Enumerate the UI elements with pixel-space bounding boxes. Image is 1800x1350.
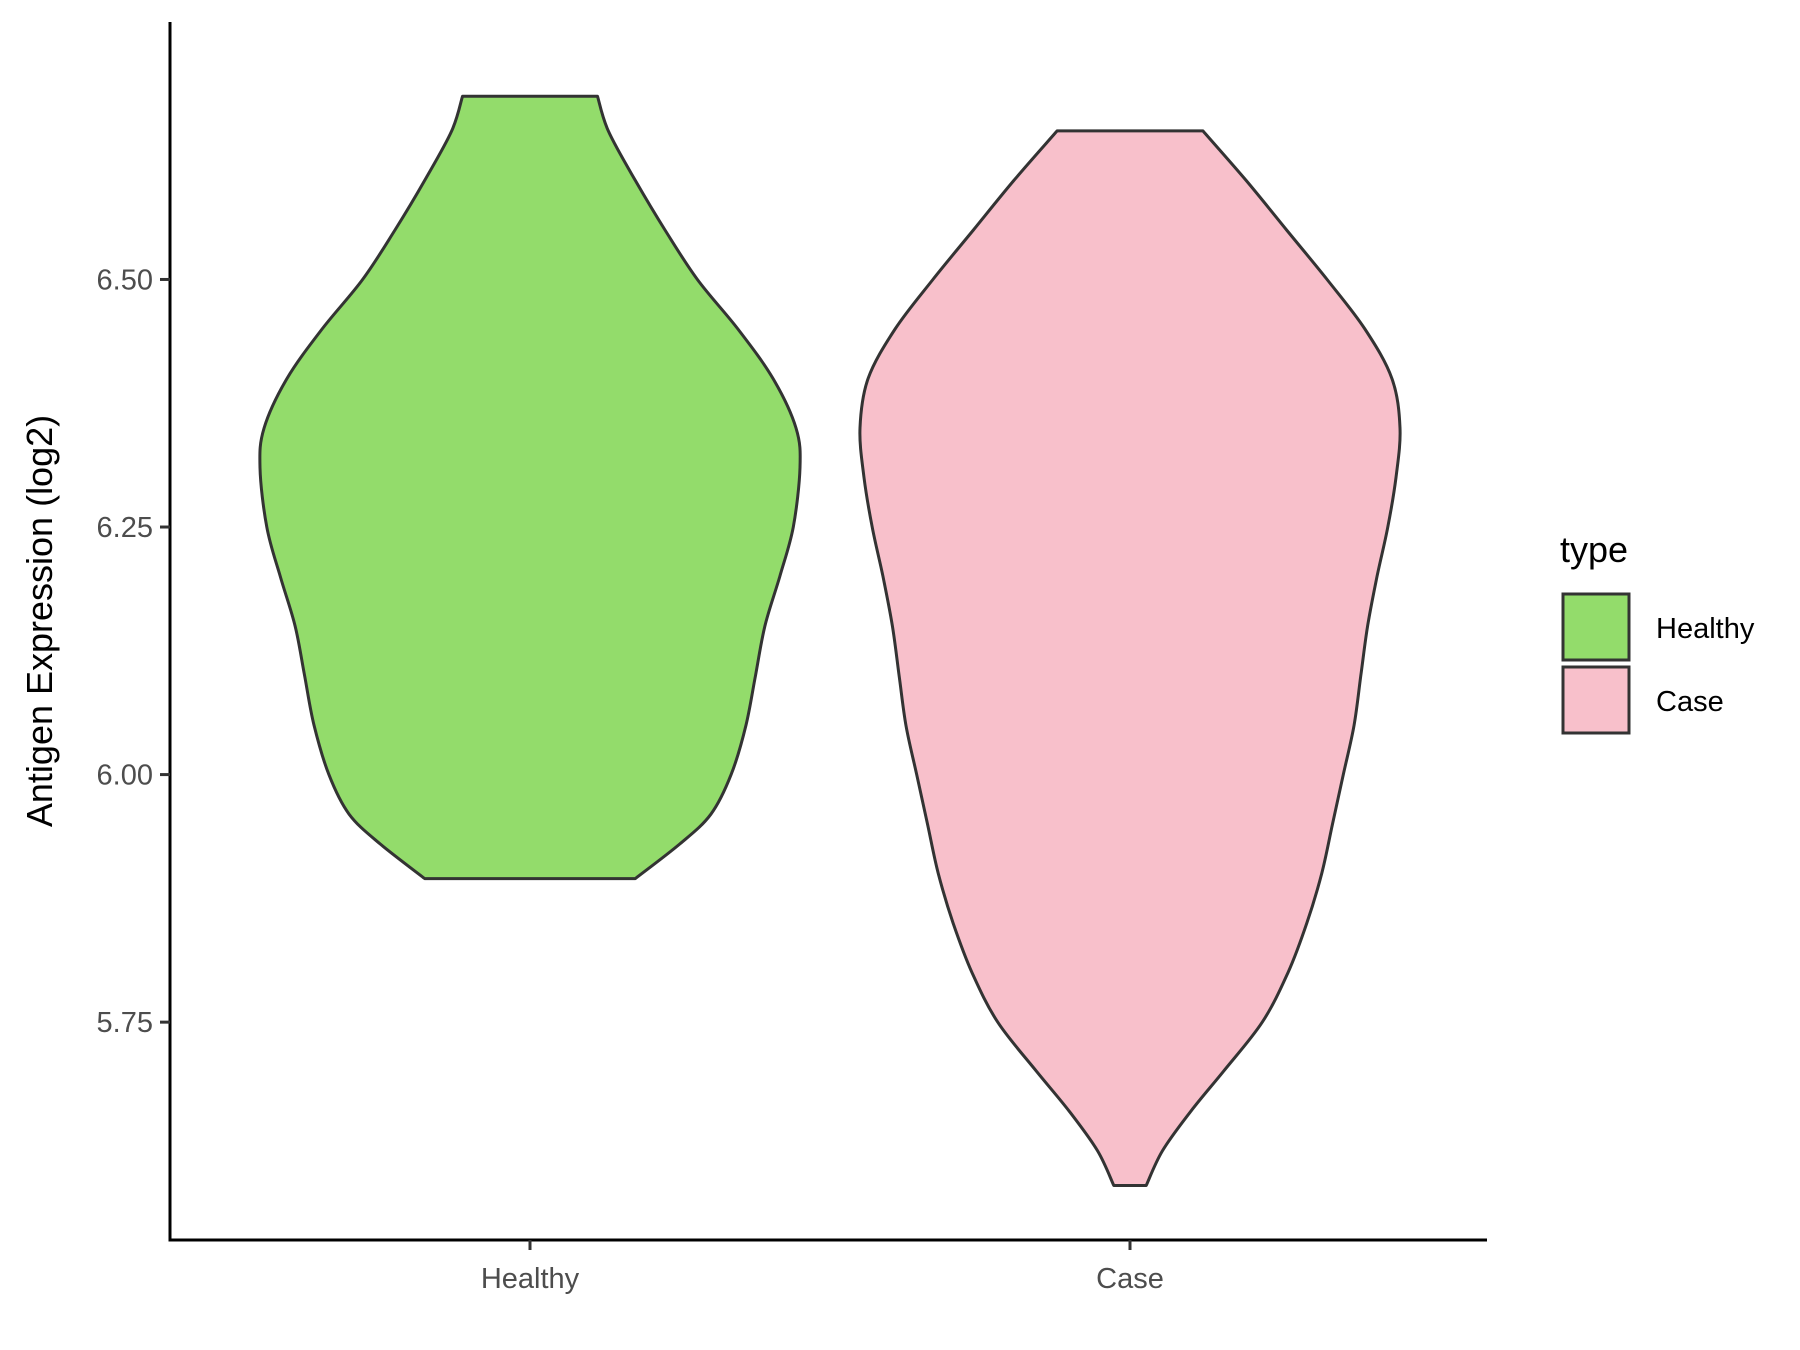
legend-items: Healthy Case xyxy=(1561,592,1755,735)
legend-title: type xyxy=(1560,529,1628,570)
legend-label-healthy: Healthy xyxy=(1656,613,1755,645)
y-tick-label: 5.75 xyxy=(97,1007,153,1039)
violins-layer xyxy=(258,94,1402,1187)
x-tick-label-case: Case xyxy=(1096,1263,1164,1295)
legend: type Healthy Case xyxy=(1560,529,1755,735)
legend-swatch-case xyxy=(1561,665,1631,735)
x-ticks: Healthy Case xyxy=(481,1240,1164,1295)
legend-label-case: Case xyxy=(1656,686,1724,718)
axes-layer xyxy=(168,22,1487,1242)
y-tick-label: 6.25 xyxy=(97,512,153,544)
y-tick-label: 6.00 xyxy=(97,760,153,792)
violin-healthy xyxy=(258,94,802,881)
y-tick-label: 6.50 xyxy=(97,264,153,296)
y-ticks: 5.75 6.00 6.25 6.50 xyxy=(97,264,170,1039)
y-axis-title: Antigen Expression (log2) xyxy=(19,415,60,827)
violin-case xyxy=(858,129,1402,1187)
legend-swatch-healthy xyxy=(1561,592,1631,662)
x-tick-label-healthy: Healthy xyxy=(481,1263,580,1295)
